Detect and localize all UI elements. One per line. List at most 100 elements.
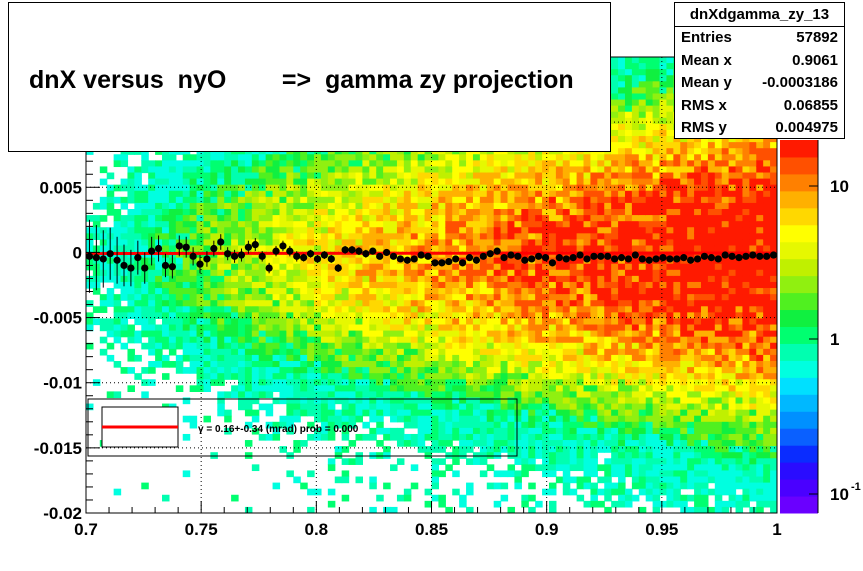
heatmap-cell [611,245,619,253]
heatmap-cell [141,215,149,222]
heatmap-cell [293,318,301,326]
heatmap-cell [410,275,419,283]
heatmap-cell [196,330,205,338]
heatmap-cell [514,409,522,417]
heatmap-cell [535,281,543,289]
heatmap-cell [666,385,674,392]
heatmap-cell [673,184,681,192]
heatmap-cell [618,275,626,283]
heatmap-cell [231,373,239,380]
heatmap-cell [327,245,336,253]
heatmap-cell [424,239,433,247]
heatmap-cell [327,354,336,362]
heatmap-cell [390,184,398,192]
heatmap-cell [528,464,536,472]
heatmap-cell [645,458,654,465]
heatmap-cell [424,184,433,192]
heatmap-cell [286,202,294,210]
heatmap-cell [652,148,661,155]
heatmap-cell [293,415,301,423]
heatmap-cell [569,172,578,180]
heatmap-cell [168,361,177,368]
heatmap-cell [390,300,398,307]
heatmap-cell [638,196,647,204]
heatmap-cell [258,269,267,277]
heatmap-cell [548,409,557,417]
heatmap-cell [390,263,398,271]
heatmap-cell [645,202,654,210]
heatmap-cell [293,391,301,399]
heatmap-cell [590,391,598,399]
heatmap-cell [652,166,661,174]
heatmap-cell [148,184,156,192]
heatmap-cell [175,324,184,332]
heatmap-cell [535,391,543,399]
heatmap-cell [583,385,592,392]
heatmap-cell [438,318,446,326]
heatmap-cell [279,415,287,423]
heatmap-cell [548,421,557,429]
heatmap-cell [390,433,398,441]
heatmap-cell [279,397,287,405]
heatmap-cell [265,281,274,289]
heatmap-cell [638,306,647,313]
heatmap-cell [611,196,619,204]
heatmap-cell [196,233,205,240]
heatmap-cell [141,330,149,338]
heatmap-cell [279,215,287,222]
heatmap-cell [210,373,218,380]
heatmap-cell [390,281,398,289]
heatmap-cell [631,172,640,180]
heatmap-cell [155,221,163,228]
heatmap-cell [569,306,578,313]
heatmap-cell [272,330,281,338]
heatmap-cell [286,397,294,405]
heatmap-cell [341,354,350,362]
heatmap-cell [99,348,108,356]
heatmap-cell [396,294,405,301]
heatmap-cell [134,281,142,289]
heatmap-cell [369,275,377,283]
heatmap-cell [445,397,453,405]
heatmap-cell [327,385,336,392]
heatmap-cell [673,397,681,405]
heatmap-cell [403,166,412,174]
heatmap-cell [638,190,647,198]
heatmap-cell [562,464,571,472]
heatmap-cell [334,476,343,484]
heatmap-cell [611,69,619,76]
heatmap-cell [528,440,536,447]
heatmap-cell [576,154,585,161]
heatmap-cell [320,245,329,253]
heatmap-cell [597,446,605,453]
heatmap-cell [493,221,502,228]
heatmap-cell [431,154,440,161]
heatmap-cell [500,367,509,374]
heatmap-cell [175,361,184,368]
heatmap-cell [231,233,239,240]
heatmap-cell [514,397,522,405]
heatmap-cell [535,433,543,441]
heatmap-cell [500,263,509,271]
heatmap-cell [631,476,640,484]
heatmap-cell [369,336,377,344]
heatmap-cell [376,415,384,423]
heatmap-cell [279,257,287,265]
heatmap-cell [500,239,509,247]
heatmap-cell [424,263,433,271]
heatmap-cell [168,336,177,344]
heatmap-cell [528,342,536,350]
heatmap-cell [210,306,218,313]
heatmap-cell [196,209,205,216]
heatmap-cell [445,415,453,423]
heatmap-cell [203,312,211,320]
heatmap-cell [445,385,453,392]
heatmap-cell [376,409,384,417]
heatmap-cell [500,160,509,168]
heatmap-cell [431,196,440,204]
heatmap-cell [286,330,294,338]
heatmap-cell [251,397,260,405]
heatmap-cell [562,403,571,411]
heatmap-cell [555,385,564,392]
heatmap-cell [611,433,619,441]
